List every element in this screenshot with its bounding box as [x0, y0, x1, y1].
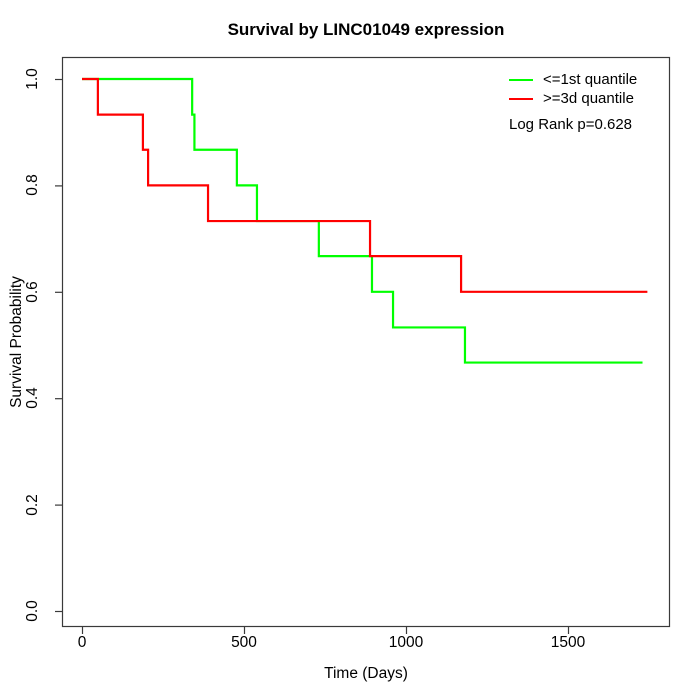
y-tick-label: 0.4: [24, 387, 41, 409]
legend-item-third-quantile: >=3d quantile: [509, 89, 637, 108]
y-tick-label: 0.0: [24, 600, 41, 622]
legend-label-third-quantile: >=3d quantile: [543, 90, 634, 107]
legend-line-green-icon: [509, 78, 533, 81]
x-tick-label: 0: [77, 634, 87, 651]
y-tick-label: 1.0: [24, 68, 41, 90]
x-tick-label: 500: [231, 634, 257, 651]
legend-line-red-icon: [509, 97, 533, 100]
y-tick-label: 0.6: [24, 281, 41, 303]
x-tick-label: 1500: [550, 634, 586, 651]
y-tick-label: 0.2: [24, 493, 41, 516]
survival-curve-red: [82, 77, 648, 293]
x-axis-label: Time (Days): [324, 665, 408, 682]
x-tick-label: 1000: [388, 634, 424, 651]
legend: <=1st quantile >=3d quantile Log Rank p=…: [509, 70, 637, 133]
plot-box: [61, 56, 671, 628]
log-rank-annotation: Log Rank p=0.628: [509, 116, 633, 133]
y-tick-label: 0.8: [24, 174, 41, 197]
chart-title: Survival by LINC01049 expression: [227, 20, 505, 39]
y-axis-label: Survival Probability: [8, 276, 25, 408]
legend-item-first-quantile: <=1st quantile: [509, 70, 637, 89]
legend-label-first-quantile: <=1st quantile: [543, 71, 638, 88]
